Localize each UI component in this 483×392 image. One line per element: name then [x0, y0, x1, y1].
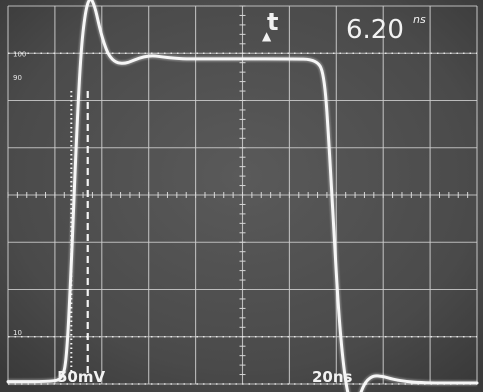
percent-mark-label: 10: [13, 329, 22, 337]
delta-t-value: 6.20: [346, 15, 404, 45]
percent-mark-label: 90: [13, 74, 22, 82]
percent-mark-label: 100: [13, 50, 26, 58]
cursor-lines: [70, 91, 89, 374]
percent-marks: 100 90 10: [13, 50, 26, 337]
waveform-traces: [6, 0, 479, 392]
waveform-trace: [6, 0, 479, 392]
time-per-div-label: 20ns: [312, 368, 353, 386]
axis-ticks: [7, 5, 477, 385]
delta-t-readout: ▲ t 6.20 ns: [262, 8, 426, 45]
delta-t-symbol: t: [267, 8, 278, 36]
delta-t-triangle-icon: ▲: [262, 29, 272, 43]
volts-per-div-label: 50mV: [57, 368, 106, 386]
delta-t-unit: ns: [413, 13, 426, 26]
